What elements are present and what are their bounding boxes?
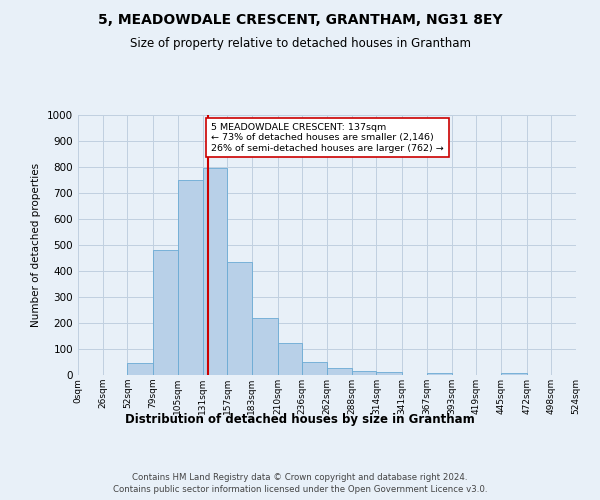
- Bar: [252, 318, 278, 375]
- Bar: [327, 368, 352, 375]
- Bar: [178, 180, 203, 375]
- Bar: [427, 373, 452, 375]
- Text: 5, MEADOWDALE CRESCENT, GRANTHAM, NG31 8EY: 5, MEADOWDALE CRESCENT, GRANTHAM, NG31 8…: [98, 12, 502, 26]
- Y-axis label: Number of detached properties: Number of detached properties: [31, 163, 41, 327]
- Text: Contains public sector information licensed under the Open Government Licence v3: Contains public sector information licen…: [113, 485, 487, 494]
- Bar: [302, 362, 327, 375]
- Bar: [376, 372, 402, 375]
- Text: Distribution of detached houses by size in Grantham: Distribution of detached houses by size …: [125, 412, 475, 426]
- Bar: [127, 364, 153, 375]
- Bar: [203, 168, 227, 375]
- Bar: [227, 262, 252, 375]
- Text: Contains HM Land Registry data © Crown copyright and database right 2024.: Contains HM Land Registry data © Crown c…: [132, 472, 468, 482]
- Bar: [153, 250, 178, 375]
- Bar: [501, 373, 527, 375]
- Bar: [278, 342, 302, 375]
- Bar: [352, 371, 376, 375]
- Text: 5 MEADOWDALE CRESCENT: 137sqm
← 73% of detached houses are smaller (2,146)
26% o: 5 MEADOWDALE CRESCENT: 137sqm ← 73% of d…: [211, 123, 444, 152]
- Text: Size of property relative to detached houses in Grantham: Size of property relative to detached ho…: [130, 38, 470, 51]
